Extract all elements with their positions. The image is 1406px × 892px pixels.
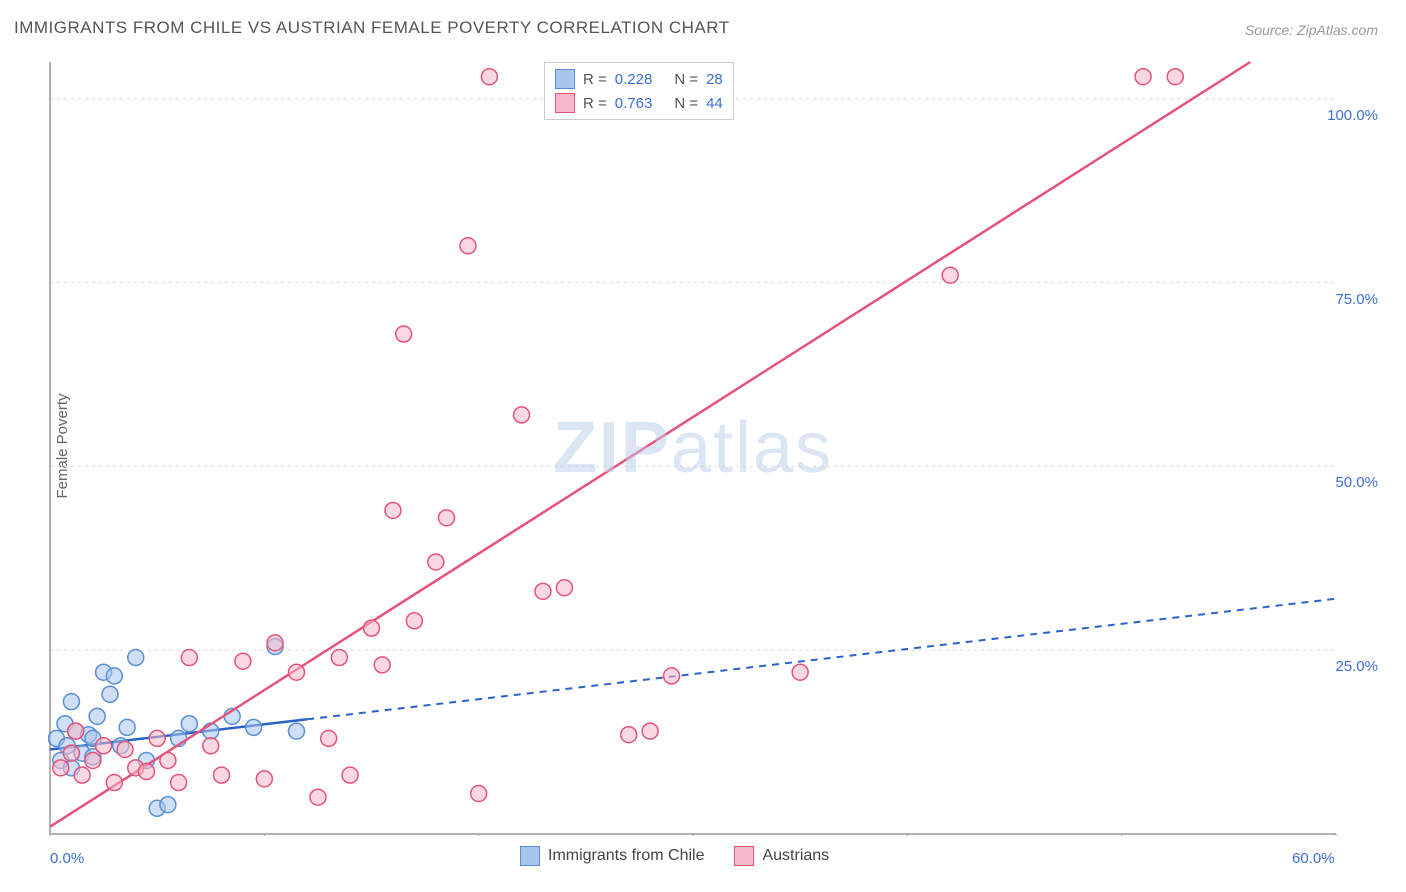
- source-attribution: Source: ZipAtlas.com: [1245, 22, 1378, 38]
- chart-title: IMMIGRANTS FROM CHILE VS AUSTRIAN FEMALE…: [14, 18, 730, 38]
- legend-swatch: [555, 93, 575, 113]
- y-tick-label: 50.0%: [1335, 474, 1378, 491]
- legend-n-value: 44: [706, 95, 723, 112]
- legend-swatch: [520, 846, 540, 866]
- series-legend: Immigrants from Chile Austrians: [520, 846, 829, 866]
- legend-series-name: Austrians: [762, 847, 829, 865]
- legend-r-label: R =: [583, 95, 607, 112]
- legend-series-name: Immigrants from Chile: [548, 847, 704, 865]
- legend-series-item: Austrians: [734, 846, 829, 866]
- legend-n-label: N =: [674, 71, 698, 88]
- y-tick-label: 75.0%: [1335, 291, 1378, 308]
- legend-swatch: [734, 846, 754, 866]
- correlation-legend: R = 0.228 N = 28 R = 0.763 N = 44: [544, 62, 734, 120]
- y-tick-label: 100.0%: [1327, 107, 1378, 124]
- legend-r-label: R =: [583, 71, 607, 88]
- y-tick-label: 25.0%: [1335, 658, 1378, 675]
- chart-svg: [48, 60, 1338, 836]
- legend-row: R = 0.228 N = 28: [555, 67, 723, 91]
- legend-n-label: N =: [674, 95, 698, 112]
- legend-n-value: 28: [706, 71, 723, 88]
- legend-swatch: [555, 69, 575, 89]
- x-tick-label: 60.0%: [1292, 850, 1335, 867]
- chart-plot-area: ZIPatlas: [48, 60, 1338, 836]
- legend-row: R = 0.763 N = 44: [555, 91, 723, 115]
- legend-r-value: 0.228: [615, 71, 653, 88]
- legend-series-item: Immigrants from Chile: [520, 846, 704, 866]
- legend-r-value: 0.763: [615, 95, 653, 112]
- x-tick-label: 0.0%: [50, 850, 84, 867]
